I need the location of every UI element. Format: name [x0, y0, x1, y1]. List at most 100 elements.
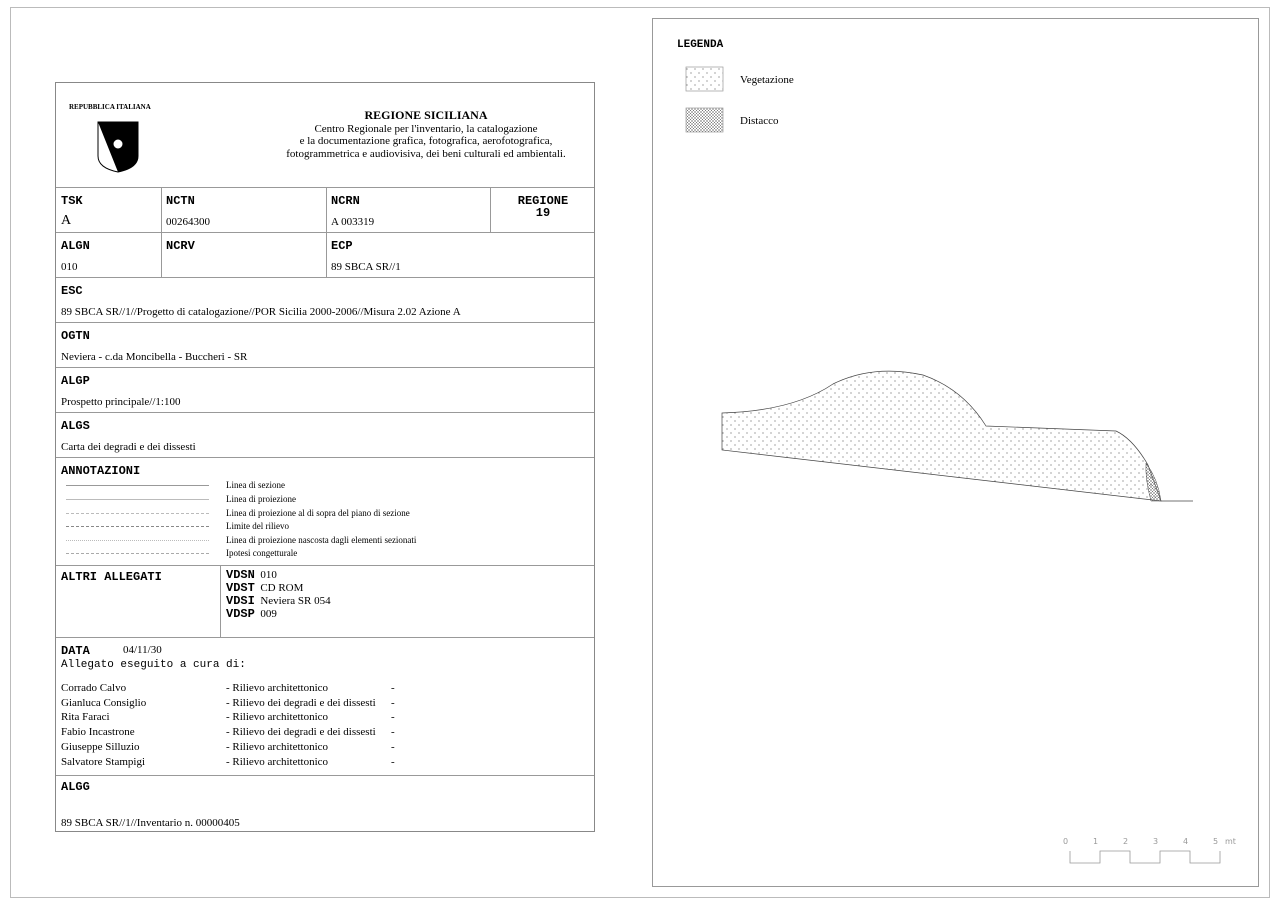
credit-row: Gianluca Consiglio - Rilievo dei degradi … [61, 696, 395, 711]
nctn-value: 00264300 [166, 216, 210, 228]
ogtn-value: Neviera - c.da Moncibella - Buccheri - S… [61, 351, 248, 363]
tsk-label: TSK [61, 194, 83, 208]
algs-label: ALGS [61, 419, 90, 433]
regione-label: REGIONE [517, 194, 569, 208]
vdst-value: CD ROM [260, 582, 304, 594]
legend-distacco-label: Distacco [740, 115, 779, 127]
scale-tick: 0 [1063, 837, 1069, 846]
vdsi-value: Neviera SR 054 [260, 595, 331, 607]
center-line: Centro Regionale per l'inventario, la ca… [314, 122, 538, 135]
ncrn-value: A 003319 [331, 216, 375, 228]
republic-label: REPUBBLICA ITALIANA [69, 103, 151, 111]
esc-value: 89 SBCA SR//1//Progetto di catalogazione… [61, 306, 461, 318]
annotation-item: Ipotesi congetturale [226, 548, 298, 558]
vdsi-label: VDSI [226, 594, 255, 608]
credit-dash: - [391, 755, 395, 768]
vdsp-value: 009 [260, 608, 277, 620]
ecp-label: ECP [331, 239, 353, 253]
credit-dash: - [391, 726, 395, 739]
credit-dash: - [391, 740, 395, 753]
projection-line-sample [66, 499, 209, 500]
region-header: REGIONE SICILIANA Centro Regionale per l… [281, 109, 571, 160]
algp-label: ALGP [61, 374, 90, 388]
credit-dash: - [391, 696, 395, 709]
algg-label: ALGG [61, 780, 90, 794]
region-coat-of-arms-icon [97, 121, 139, 173]
credit-row: Salvatore Stampigi - Rilievo architettoni… [61, 755, 395, 770]
scale-tick: 3 [1153, 837, 1159, 846]
distacco-swatch [685, 107, 724, 133]
above-projection-line-sample [66, 513, 209, 514]
annotation-item: Linea di proiezione al di sopra del pian… [226, 508, 410, 518]
scale-bar [1069, 850, 1221, 864]
data-value: 04/11/30 [123, 644, 162, 656]
credit-role: - Rilievo architettonico [226, 711, 329, 724]
annotazioni-label: ANNOTAZIONI [61, 464, 141, 478]
algn-value: 010 [61, 261, 78, 273]
credit-name: Giuseppe Silluzio [61, 740, 140, 753]
esc-label: ESC [61, 284, 83, 298]
credits-list: Corrado Calvo - Rilievo architettonico - G… [61, 681, 395, 769]
credit-name: Gianluca Consiglio [61, 696, 147, 709]
vdst-label: VDST [226, 581, 255, 595]
altri-list: VDSN 010 VDST CD ROM VDSI Neviera SR 054… [226, 569, 331, 621]
annotation-item: Linea di sezione [226, 480, 285, 490]
section-line-sample [66, 485, 209, 486]
credit-row: Giuseppe Silluzio - Rilievo architettonic… [61, 740, 395, 755]
annotation-item: Linea di proiezione [226, 494, 296, 504]
drawing-panel: LEGENDA Vegetazione Distacco 0 1 2 3 4 5… [652, 18, 1259, 887]
credit-role: - Rilievo architettonico [226, 755, 329, 768]
vegetazione-swatch [685, 66, 724, 92]
ncrv-label: NCRV [166, 239, 195, 253]
annotation-item: Linea di proiezione nascosta dagli eleme… [226, 535, 417, 545]
algn-label: ALGN [61, 239, 90, 253]
vdsn-value: 010 [260, 569, 277, 581]
data-label: DATA [61, 644, 90, 658]
algg-value: 89 SBCA SR//1//Inventario n. 00000405 [61, 817, 240, 829]
survey-limit-line-sample [66, 526, 209, 527]
credit-role: - Rilievo dei degradi e dei dissesti [226, 726, 376, 739]
tsk-value: A [61, 213, 72, 228]
algs-value: Carta dei degradi e dei dissesti [61, 441, 196, 453]
conjecture-line-sample [66, 553, 209, 554]
credit-name: Salvatore Stampigi [61, 755, 146, 768]
altri-allegati-label: ALTRI ALLEGATI [61, 570, 162, 584]
center-line: fotogrammetrica e audiovisiva, dei beni … [286, 147, 566, 160]
scale-labels: 0 1 2 3 4 5 mt [1063, 837, 1236, 846]
legend-title: LEGENDA [677, 39, 724, 51]
credit-role: - Rilievo dei degradi e dei dissesti [226, 696, 376, 709]
scale-tick: 2 [1123, 837, 1129, 846]
credit-name: Rita Faraci [61, 711, 110, 724]
credit-row: Rita Faraci - Rilievo architettonico - [61, 710, 395, 725]
detachment-area [1145, 462, 1162, 502]
credit-name: Corrado Calvo [61, 682, 127, 694]
algp-value: Prospetto principale//1:100 [61, 396, 181, 408]
credit-row: Corrado Calvo - Rilievo architettonico - [61, 681, 395, 696]
credit-name: Fabio Incastrone [61, 726, 135, 739]
ecp-value: 89 SBCA SR//1 [331, 261, 401, 273]
credit-row: Fabio Incastrone - Rilievo dei degradi e … [61, 725, 395, 740]
hidden-line-sample [66, 540, 209, 541]
scale-tick: 4 [1183, 837, 1189, 846]
nctn-label: NCTN [166, 194, 195, 208]
credit-role: - Rilievo architettonico [226, 740, 329, 753]
legend-vegetazione-label: Vegetazione [740, 74, 794, 86]
elevation-drawing [685, 66, 1221, 864]
credit-role: - Rilievo architettonico [226, 682, 329, 694]
credit-dash: - [391, 711, 395, 724]
scale-tick: 1 [1093, 837, 1099, 846]
vegetation-area [721, 370, 1162, 502]
sheet-border [10, 7, 1270, 898]
region-title: REGIONE SICILIANA [364, 108, 488, 122]
vdsp-label: VDSP [226, 607, 255, 621]
annotation-item: Limite del rilievo [226, 521, 289, 531]
ogtn-label: OGTN [61, 329, 90, 343]
regione-value: 19 [535, 206, 551, 220]
ncrn-label: NCRN [331, 194, 360, 208]
credit-dash: - [391, 682, 395, 694]
scale-unit: mt [1225, 837, 1236, 846]
scale-tick: 5 [1213, 837, 1219, 846]
catalog-form: REPUBBLICA ITALIANA REGIONE SICILIANA Ce… [55, 82, 595, 832]
data-subtitle: Allegato eseguito a cura di: [61, 659, 246, 671]
vdsn-label: VDSN [226, 568, 255, 582]
